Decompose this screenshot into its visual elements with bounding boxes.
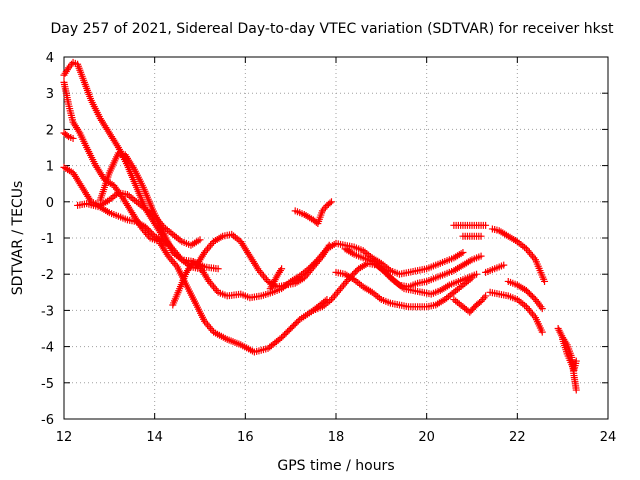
data-point xyxy=(468,274,476,282)
data-point xyxy=(352,268,360,276)
series-track-8 xyxy=(191,230,333,291)
series-track-17 xyxy=(482,261,508,276)
grid-layer xyxy=(64,57,608,419)
data-point xyxy=(291,320,299,328)
data-point xyxy=(527,291,535,299)
data-point xyxy=(214,265,222,273)
data-point xyxy=(459,248,467,256)
data-point xyxy=(69,134,77,142)
series-track-18 xyxy=(488,225,549,285)
data-point xyxy=(63,131,71,139)
series-track-12 xyxy=(332,268,476,311)
data-point xyxy=(382,269,390,277)
data-point xyxy=(293,318,301,326)
x-axis-label: GPS time / hours xyxy=(277,458,394,474)
data-point xyxy=(142,223,150,231)
x-tick-label: 18 xyxy=(328,430,345,445)
x-tick-label: 24 xyxy=(600,430,617,445)
x-tick-label: 20 xyxy=(418,430,435,445)
data-point xyxy=(477,252,485,260)
data-point xyxy=(279,332,287,340)
data-point xyxy=(379,266,387,274)
data-point xyxy=(572,386,580,394)
data-point xyxy=(500,261,508,269)
y-tick-label: 2 xyxy=(46,123,54,138)
data-point xyxy=(525,290,533,298)
data-point xyxy=(524,288,532,296)
data-point xyxy=(528,293,536,301)
data-point xyxy=(538,305,546,313)
data-point xyxy=(287,325,295,332)
data-point xyxy=(145,226,153,234)
x-tick-label: 22 xyxy=(509,430,526,445)
data-point xyxy=(538,328,546,336)
data-point xyxy=(326,199,334,207)
series-track-13 xyxy=(341,245,485,291)
y-tick-label: -2 xyxy=(41,268,54,283)
series-track-19 xyxy=(486,288,546,336)
data-point xyxy=(476,299,484,307)
series-track-14 xyxy=(450,292,490,316)
series-track-7 xyxy=(169,239,467,309)
data-point xyxy=(572,357,580,365)
data-point xyxy=(473,270,481,278)
y-tick-label: 3 xyxy=(46,87,54,102)
data-point xyxy=(383,271,391,279)
data-point xyxy=(325,241,333,249)
data-point xyxy=(146,228,154,236)
y-tick-label: -3 xyxy=(41,304,54,319)
data-point xyxy=(327,198,335,206)
data-point xyxy=(482,221,490,229)
x-tick-label: 14 xyxy=(146,430,163,445)
series-track-6 xyxy=(96,149,222,273)
data-point xyxy=(278,265,286,273)
y-tick-label: 0 xyxy=(46,196,54,211)
data-point xyxy=(385,272,393,280)
y-tick-label: -6 xyxy=(41,413,54,428)
data-point xyxy=(541,277,549,285)
y-tick-label: -5 xyxy=(41,377,54,392)
series-track-10 xyxy=(291,198,335,228)
data-point xyxy=(196,236,204,244)
data-point xyxy=(522,286,530,294)
y-tick-label: 4 xyxy=(46,51,54,66)
data-point xyxy=(288,323,296,331)
data-point xyxy=(290,321,298,329)
data-point xyxy=(482,292,490,300)
data-point xyxy=(377,265,385,273)
y-tick-label: 1 xyxy=(46,160,54,175)
data-point xyxy=(350,269,358,277)
y-tick-label: -1 xyxy=(41,232,54,247)
x-tick-label: 16 xyxy=(237,430,254,445)
data-point xyxy=(148,229,156,237)
series-track-22 xyxy=(559,335,580,374)
series-track-20 xyxy=(504,277,546,313)
data-point xyxy=(284,328,292,336)
series-track-5 xyxy=(74,200,172,249)
data-point xyxy=(285,326,293,334)
series-track-3 xyxy=(60,129,77,142)
chart-title: Day 257 of 2021, Sidereal Day-to-day VTE… xyxy=(51,21,614,37)
series-track-9 xyxy=(266,265,286,293)
data-point xyxy=(380,268,388,276)
series-track-4 xyxy=(60,163,204,249)
y-axis-label: SDTVAR / TECUs xyxy=(10,181,26,296)
y-tick-label: -4 xyxy=(41,341,54,356)
series-track-16 xyxy=(459,232,485,240)
data-point xyxy=(143,225,151,233)
series-track-15 xyxy=(450,221,490,229)
data-marks xyxy=(60,58,580,394)
data-point xyxy=(477,232,485,240)
data-point xyxy=(278,334,286,342)
x-tick-label: 12 xyxy=(56,430,73,445)
data-point xyxy=(282,329,290,337)
data-point xyxy=(281,331,289,339)
